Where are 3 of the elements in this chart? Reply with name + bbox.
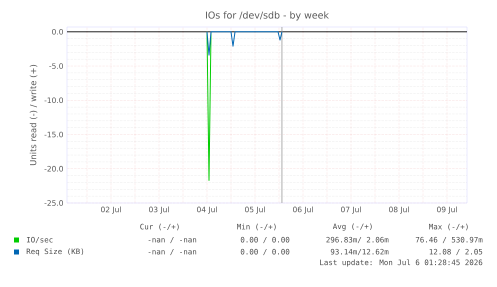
line-series xyxy=(206,31,282,56)
chart-title: IOs for /dev/sdb - by week xyxy=(206,11,329,20)
y-axis-title: Units read (-) / write (+) xyxy=(30,64,38,166)
